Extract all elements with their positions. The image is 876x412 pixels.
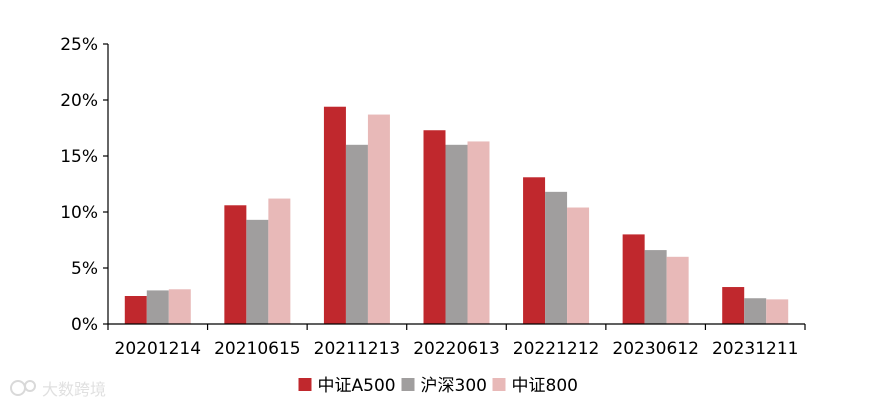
bar-沪深300-20211213 <box>345 144 368 324</box>
bar-中证800-20230612 <box>666 256 689 324</box>
bar-中证A500-20210615 <box>224 205 247 324</box>
legend-label-中证800: 中证800 <box>512 376 578 396</box>
bar-中证800-20211213 <box>367 114 390 324</box>
x-tick-label: 20211213 <box>314 339 401 359</box>
legend-swatch-中证A500 <box>298 378 312 391</box>
y-tick-label: 10% <box>60 203 98 223</box>
bar-沪深300-20220613 <box>445 144 468 324</box>
bar-中证A500-20231211 <box>722 287 745 324</box>
x-tick-label: 20221212 <box>513 339 600 359</box>
y-ticks-group: 0% 5% 10% 15% 20% 25% <box>60 35 108 335</box>
bar-中证800-20231211 <box>766 299 789 324</box>
bar-沪深300-20230612 <box>644 250 667 324</box>
y-tick-label: 15% <box>60 147 98 167</box>
bar-中证800-20221212 <box>567 207 590 324</box>
y-tick-label: 5% <box>71 259 98 279</box>
bar-沪深300-20221212 <box>545 191 568 324</box>
watermark: 大数跨境 <box>10 380 106 399</box>
y-tick-label: 20% <box>60 91 98 111</box>
x-tick-label: 20231211 <box>712 339 799 359</box>
bar-沪深300-20231211 <box>744 298 767 324</box>
x-tick-label: 20230612 <box>612 339 699 359</box>
bar-中证800-20210615 <box>268 198 291 324</box>
bar-中证A500-20220613 <box>423 130 446 324</box>
bar-中证800-20201214 <box>168 289 191 324</box>
axes-group <box>107 44 805 325</box>
bar-沪深300-20201214 <box>146 290 169 324</box>
bars-group <box>124 106 789 324</box>
bar-中证A500-20230612 <box>622 234 645 324</box>
bar-中证A500-20221212 <box>523 177 546 324</box>
legend-label-沪深300: 沪深300 <box>421 376 487 396</box>
watermark-text: 大数跨境 <box>42 380 106 399</box>
bar-中证A500-20201214 <box>124 296 147 324</box>
y-tick-label: 0% <box>71 315 98 335</box>
legend-swatch-中证800 <box>492 378 506 391</box>
legend-swatch-沪深300 <box>401 378 415 391</box>
logo-icon <box>10 380 36 396</box>
x-tick-label: 20220613 <box>413 339 500 359</box>
bar-中证800-20220613 <box>467 141 490 324</box>
bar-沪深300-20210615 <box>246 219 269 324</box>
y-tick-label: 25% <box>60 35 98 55</box>
x-tick-label: 20201214 <box>115 339 202 359</box>
x-ticks-group: 20201214 20210615 20211213 20220613 20221212… <box>107 324 806 359</box>
x-tick-label: 20210615 <box>214 339 301 359</box>
legend: 中证A500 沪深300 中证800 <box>298 376 578 396</box>
legend-label-中证A500: 中证A500 <box>318 376 396 396</box>
bar-中证A500-20211213 <box>323 106 346 324</box>
